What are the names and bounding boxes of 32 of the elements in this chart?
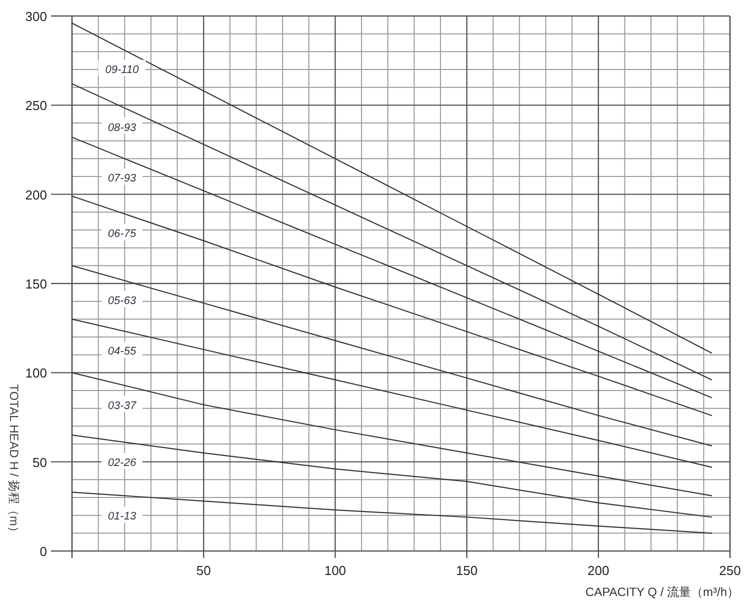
series-label: 09-110 (105, 64, 140, 76)
line-series (71, 318, 712, 468)
series-label: 07-93 (108, 172, 137, 185)
y-tick-label: 300 (25, 9, 47, 24)
line-series (71, 22, 712, 354)
series-label: 05-63 (108, 294, 137, 307)
x-tick-label: 200 (588, 563, 610, 578)
line-series (71, 372, 712, 496)
line-series (71, 136, 712, 398)
line-series (71, 265, 712, 446)
y-axis-title: TOTAL HEAD H / 扬程（m） (7, 384, 21, 538)
line-series (71, 434, 712, 518)
series-label: 02-26 (108, 456, 137, 469)
x-tick-label: 250 (719, 563, 741, 578)
series-label: 01-13 (108, 510, 137, 523)
series-label: 03-37 (108, 400, 137, 412)
series-label: 08-93 (108, 122, 137, 134)
y-tick-label: 200 (25, 187, 47, 202)
y-tick-label: 0 (40, 544, 47, 559)
x-tick-label: 150 (456, 563, 478, 578)
line-series (71, 492, 712, 534)
series-label: 04-55 (108, 346, 137, 358)
line-series (71, 196, 712, 416)
line-series (71, 83, 712, 380)
series-label: 06-75 (108, 228, 137, 240)
x-axis-title: CAPACITY Q / 流量（m³/h） (585, 585, 739, 599)
x-tick-label: 100 (324, 563, 346, 578)
y-tick-label: 150 (25, 276, 47, 292)
y-tick-label: 100 (25, 366, 47, 381)
y-tick-label: 250 (25, 98, 47, 114)
y-tick-label: 50 (32, 454, 47, 470)
x-tick-label: 50 (196, 563, 211, 578)
